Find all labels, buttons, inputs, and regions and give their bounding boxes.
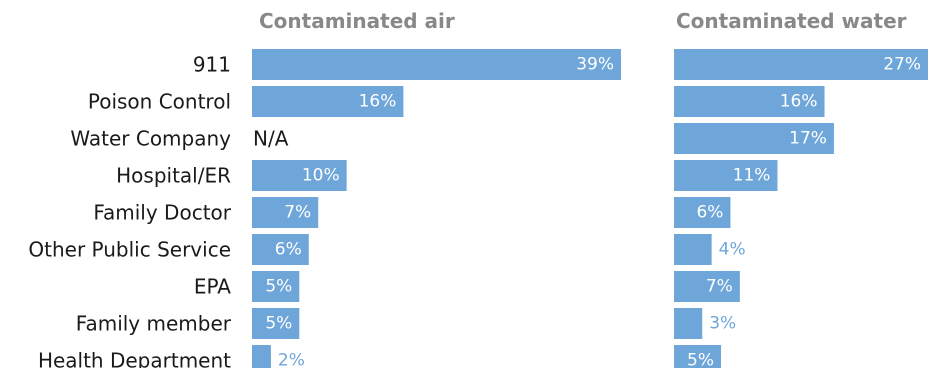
value-label-water-company: 17% [789,129,827,149]
panel-contaminated-air: Contaminated air 39% 16% N/A 10% 7% 6% 5% 5% 2% [252,9,621,368]
value-label-water-company: N/A [253,127,289,151]
panel-title: Contaminated water [676,9,907,33]
value-label-other-public-service: 6% [275,240,302,260]
category-label-health-department: Health Department [38,349,231,368]
value-label-family-doctor: 7% [284,203,311,223]
value-label-health-department: 5% [687,351,714,368]
bar-epa [674,271,740,302]
category-label-hospital-er: Hospital/ER [116,164,231,188]
value-label-family-member: 3% [709,314,736,334]
bar-poison-control [252,86,404,117]
bar-other-public-service [252,234,309,265]
bar-other-public-service [674,234,712,265]
category-label-family-doctor: Family Doctor [93,201,231,225]
value-label-911: 27% [883,55,921,75]
category-label-family-member: Family member [76,312,232,336]
category-label-poison-control: Poison Control [88,90,231,114]
category-label-other-public-service: Other Public Service [28,238,231,262]
bar-911 [674,49,928,80]
panel-contaminated-water: Contaminated water 27% 16% 17% 11% 6% 4% 7% 3% 5% [674,9,928,368]
bar-health-department [674,345,722,368]
category-label-epa: EPA [194,275,231,299]
bar-epa [252,271,300,302]
value-label-health-department: 2% [278,351,305,368]
bar-hospital-er [674,160,778,191]
bar-poison-control [674,86,825,117]
bar-family-doctor [674,197,731,228]
value-label-poison-control: 16% [359,92,397,112]
bar-water-company [674,123,834,154]
value-label-poison-control: 16% [780,92,818,112]
bar-family-member [674,308,703,339]
bar-hospital-er [252,160,347,191]
bar-911 [252,49,621,80]
category-label-911: 911 [193,53,231,77]
value-label-911: 39% [576,55,614,75]
value-label-family-member: 5% [265,314,292,334]
value-label-hospital-er: 10% [302,166,340,186]
category-labels: 911 Poison Control Water Company Hospital/E… [28,53,231,368]
category-label-water-company: Water Company [70,127,231,151]
bar-family-doctor [252,197,319,228]
bar-family-member [252,308,300,339]
value-label-hospital-er: 11% [733,166,771,186]
value-label-family-doctor: 6% [696,203,723,223]
value-label-epa: 7% [706,277,733,297]
value-label-other-public-service: 4% [719,240,746,260]
value-label-epa: 5% [265,277,292,297]
panel-title: Contaminated air [259,9,455,33]
bar-health-department [252,345,271,368]
